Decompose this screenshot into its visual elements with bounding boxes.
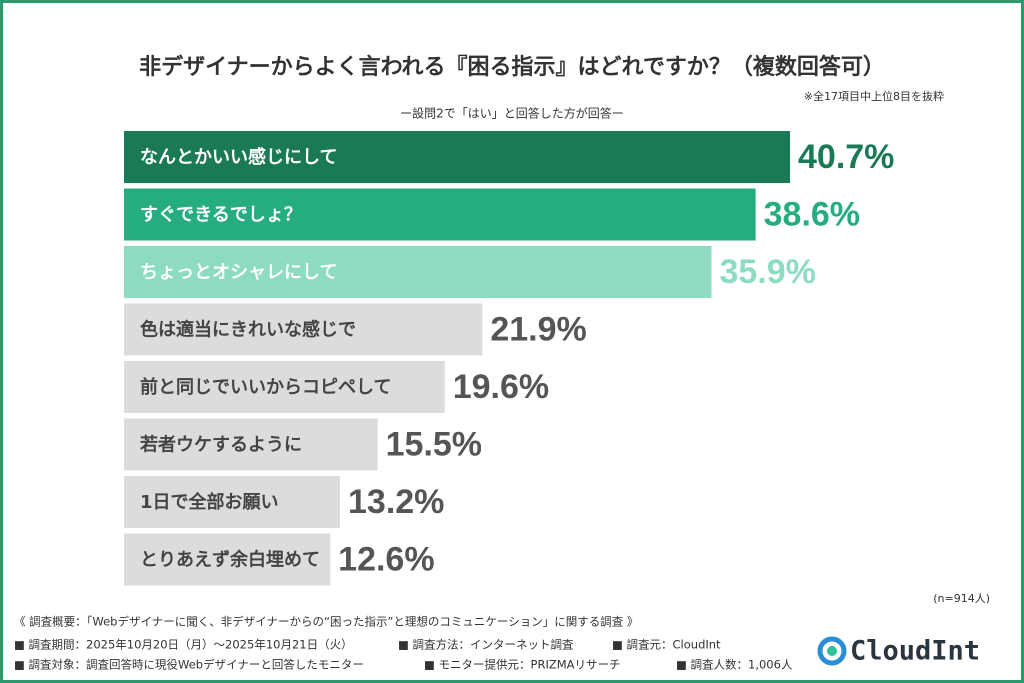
note: ※全17項目中上位8目を抜粋: [804, 89, 944, 103]
chart-title: 非デザイナーからよく言われる『困る指示』はどれですか？（複数回答可）: [139, 54, 885, 80]
value-label: 12.6%: [338, 540, 434, 578]
footer-summary: 《 調査概要：「Webデザイナーに聞く、非デザイナーからの“困った指示”と理想の…: [14, 615, 638, 629]
footer-item: ■ 調査期間：2025年10月20日（月）～2025年10月21日（火）: [14, 638, 353, 652]
bar: [124, 131, 790, 183]
footer-item: ■ 調査元：CloudInt: [612, 638, 721, 652]
category-label: なんとかいい感じにして: [140, 146, 337, 168]
bar: [124, 418, 378, 471]
bar: [124, 361, 445, 413]
category-label: 前と同じでいいからコピペして: [140, 376, 391, 398]
footer-item: ■ 調査対象：調査回答時に現役Webデザイナーと回答したモニター: [14, 658, 364, 672]
category-label: 1日で全部お願い: [140, 491, 279, 513]
value-label: 19.6%: [453, 368, 549, 406]
category-label: ちょっとオシャレにして: [140, 262, 337, 283]
value-label: 38.6%: [764, 195, 860, 233]
value-label: 35.9%: [719, 253, 815, 291]
subtitle: ー設問2で「はい」と回答した方が回答ー: [400, 106, 624, 121]
bar: [124, 188, 756, 241]
category-label: すぐできるでしょ？: [140, 205, 302, 226]
sample-size: (n=914人): [933, 592, 990, 605]
value-label: 13.2%: [348, 483, 444, 521]
value-label: 40.7%: [798, 138, 894, 176]
logo: CloudInt: [850, 636, 980, 667]
bar: [124, 246, 712, 298]
category-label: 色は適当にきれいな感じで: [140, 319, 356, 341]
value-label: 15.5%: [386, 425, 482, 463]
footer-item: ■ モニター提供元：PRIZMAリサーチ: [424, 658, 621, 672]
category-label: とりあえず余白埋めて: [140, 549, 320, 571]
category-label: 若者ウケするように: [139, 434, 302, 456]
footer-item: ■ 調査方法：インターネット調査: [398, 638, 574, 652]
bar: [124, 533, 331, 586]
bar: [124, 303, 483, 356]
logo-icon: [817, 636, 847, 666]
bar: [124, 476, 340, 528]
value-label: 21.9%: [490, 310, 586, 348]
footer-item: ■ 調査人数：1,006人: [676, 658, 793, 672]
